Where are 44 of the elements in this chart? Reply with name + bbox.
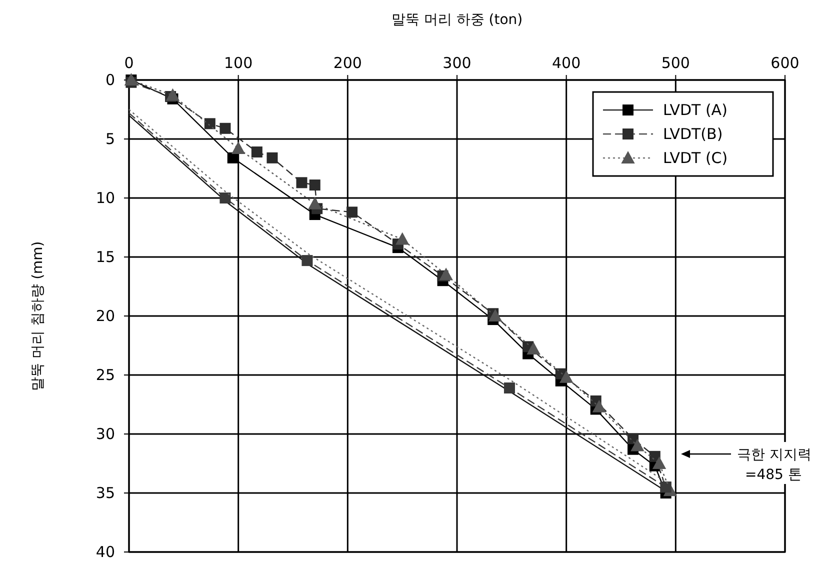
point bbox=[227, 152, 238, 164]
point bbox=[396, 232, 409, 245]
point bbox=[296, 177, 308, 188]
point bbox=[440, 268, 453, 280]
x-tick-label: 400 bbox=[552, 54, 581, 72]
point bbox=[560, 370, 573, 383]
point bbox=[220, 122, 231, 134]
point bbox=[251, 146, 262, 158]
annotation: 극한 지지력 =485 톤 bbox=[737, 447, 812, 483]
legend-label: LVDT (C) bbox=[663, 149, 728, 167]
y-tick-label: 20 bbox=[96, 307, 115, 325]
x-tick-label: 100 bbox=[224, 54, 253, 72]
legend-label: LVDT(B) bbox=[663, 125, 723, 143]
point bbox=[204, 118, 216, 130]
point bbox=[592, 400, 606, 412]
y-tick-label: 25 bbox=[96, 366, 115, 384]
point bbox=[266, 152, 278, 164]
point bbox=[309, 180, 320, 191]
y-tick-label: 10 bbox=[96, 189, 115, 207]
point bbox=[488, 310, 502, 322]
x-tick-label: 600 bbox=[770, 54, 800, 72]
x-tick-label: 500 bbox=[661, 54, 690, 72]
point bbox=[652, 457, 666, 469]
y-tick-label: 0 bbox=[105, 71, 115, 89]
point bbox=[166, 88, 180, 101]
y-tick-label: 5 bbox=[105, 130, 115, 148]
point bbox=[308, 197, 322, 210]
y-tick-label: 40 bbox=[96, 543, 115, 561]
point bbox=[630, 439, 644, 452]
legend-label: LVDT (A) bbox=[663, 101, 728, 119]
point bbox=[232, 142, 245, 154]
point bbox=[527, 342, 540, 355]
point bbox=[504, 382, 515, 394]
x-axis-title: 말뚝 머리 하중 (ton) bbox=[391, 12, 523, 28]
point bbox=[346, 206, 358, 218]
x-tick-label: 0 bbox=[124, 54, 134, 72]
x-tick-label: 300 bbox=[442, 54, 472, 72]
x-tick-label: 200 bbox=[333, 54, 362, 72]
y-tick-label: 15 bbox=[96, 248, 115, 266]
y-tick-label: 35 bbox=[96, 484, 115, 502]
point bbox=[220, 192, 231, 204]
point bbox=[302, 255, 313, 266]
y-tick-label: 30 bbox=[96, 425, 115, 443]
y-axis-title: 말뚝 머리 침하량 (mm) bbox=[30, 241, 46, 391]
